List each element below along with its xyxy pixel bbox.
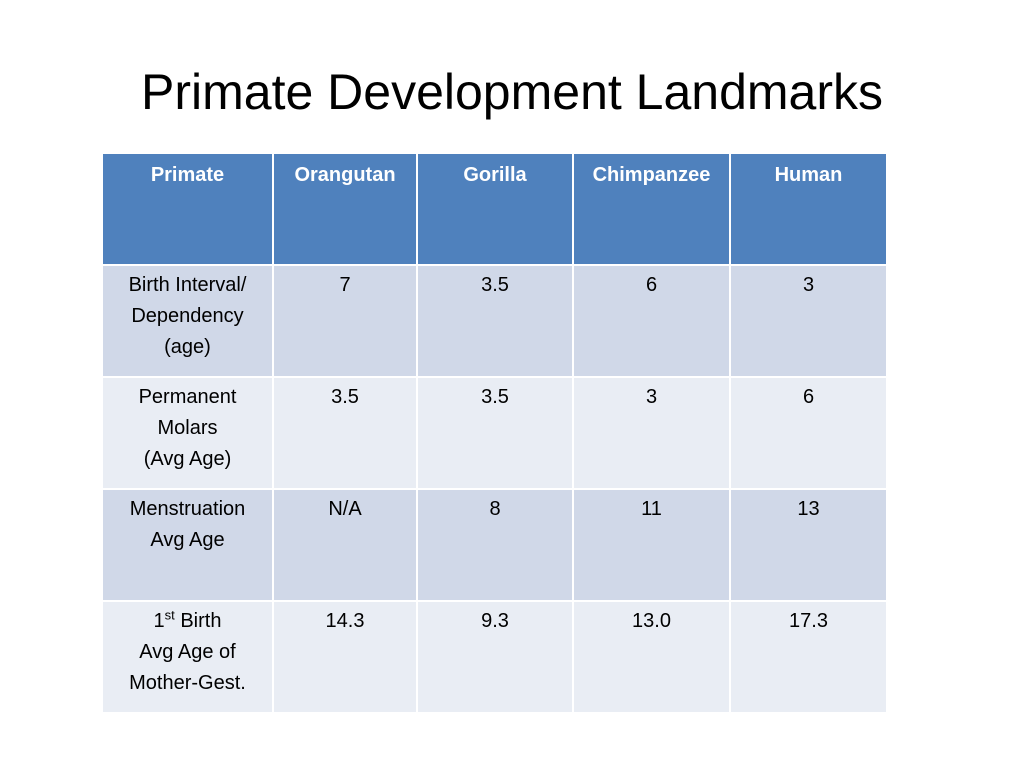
row-label-cell: Permanent Molars (Avg Age)	[101, 376, 274, 490]
label-line: Menstruation	[129, 498, 246, 520]
value-cell: 13.0	[572, 600, 731, 714]
value-cell: 3.5	[416, 264, 574, 378]
label-line: Birth Interval/	[128, 274, 247, 296]
value-cell: 8	[416, 488, 574, 602]
row-label-cell: Birth Interval/Dependency (age)	[101, 264, 274, 378]
value-cell: 3	[572, 376, 731, 490]
value-cell: 9.3	[416, 600, 574, 714]
label-line: (Avg Age)	[143, 448, 232, 470]
label-line: Permanent	[138, 386, 237, 408]
table-row: Menstruation Avg Age N/A 8 11 13	[101, 488, 888, 602]
value-cell: 17.3	[729, 600, 888, 714]
header-cell: Human	[729, 152, 888, 266]
value-cell: N/A	[272, 488, 418, 602]
label-line: Avg Age of	[139, 641, 236, 663]
header-cell: Primate	[101, 152, 274, 266]
header-row: Primate Orangutan Gorilla Chimpanzee Human	[101, 152, 888, 266]
value-cell: 13	[729, 488, 888, 602]
header-cell: Orangutan	[272, 152, 418, 266]
slide-title: Primate Development Landmarks	[141, 64, 883, 120]
label-line: 1st Birth	[109, 606, 266, 637]
label-line: Molars	[157, 417, 218, 439]
row-label-cell: 1st Birth Avg Age of Mother-Gest.	[101, 600, 274, 714]
data-table: Primate Orangutan Gorilla Chimpanzee Human B…	[101, 152, 888, 714]
label-line: (age)	[164, 336, 211, 358]
table-row: 1st Birth Avg Age of Mother-Gest. 14.3 9.3 13…	[101, 600, 888, 714]
label-line: Avg Age	[150, 529, 225, 551]
value-cell: 3.5	[272, 376, 418, 490]
label-text: 1	[153, 610, 165, 632]
row-label-cell: Menstruation Avg Age	[101, 488, 274, 602]
value-cell: 14.3	[272, 600, 418, 714]
value-cell: 3.5	[416, 376, 574, 490]
value-cell: 11	[572, 488, 731, 602]
label-text: Birth	[174, 610, 222, 632]
table-body: Birth Interval/Dependency (age) 7 3.5 6 3 Perm…	[101, 264, 888, 714]
value-cell: 6	[572, 264, 731, 378]
header-cell: Gorilla	[416, 152, 574, 266]
table-row: Birth Interval/Dependency (age) 7 3.5 6 3	[101, 264, 888, 378]
label-line: Dependency	[131, 305, 244, 327]
table-row: Permanent Molars (Avg Age) 3.5 3.5 3 6	[101, 376, 888, 490]
value-cell: 3	[729, 264, 888, 378]
superscript: st	[164, 607, 175, 623]
value-cell: 6	[729, 376, 888, 490]
label-line: Mother-Gest.	[129, 672, 246, 694]
header-cell: Chimpanzee	[572, 152, 731, 266]
value-cell: 7	[272, 264, 418, 378]
